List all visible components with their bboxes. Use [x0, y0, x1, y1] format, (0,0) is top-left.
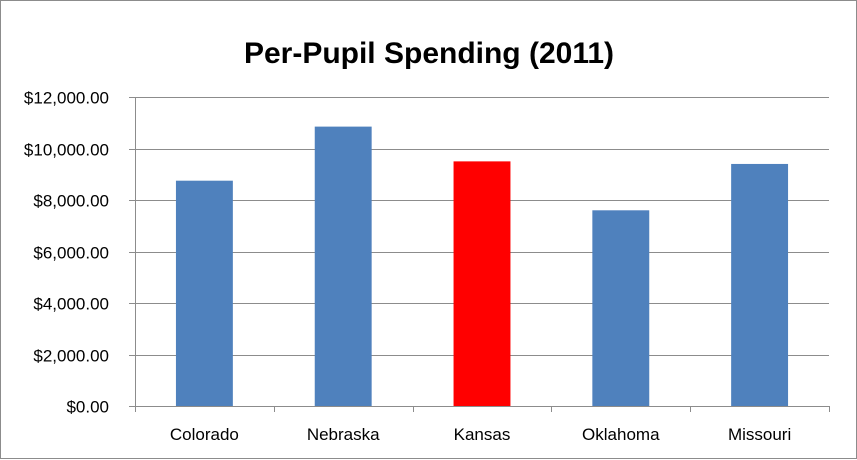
x-tick-labels: Colorado Nebraska Kansas Oklahoma Missouri	[170, 425, 791, 444]
y-tick-label: $0.00	[66, 398, 109, 417]
x-tick-label: Missouri	[728, 425, 791, 444]
bar-missouri	[731, 163, 789, 406]
y-tick-labels: $0.00 $2,000.00 $4,000.00 $6,000.00 $8,000.0…	[24, 89, 109, 417]
y-tick-label: $12,000.00	[24, 89, 109, 108]
x-tick-label: Colorado	[170, 425, 239, 444]
bar-oklahoma	[592, 210, 650, 406]
bar-colorado	[175, 180, 233, 406]
y-tick-label: $2,000.00	[33, 347, 109, 366]
chart-title: Per-Pupil Spending (2011)	[244, 37, 614, 70]
bars	[175, 126, 789, 407]
y-tick-label: $6,000.00	[33, 244, 109, 263]
x-tick-label: Nebraska	[307, 425, 380, 444]
bar-nebraska	[314, 126, 372, 407]
y-tick-label: $8,000.00	[33, 192, 109, 211]
y-tick-label: $4,000.00	[33, 295, 109, 314]
axes	[129, 97, 830, 412]
y-tick-label: $10,000.00	[24, 141, 109, 160]
bar-kansas	[453, 161, 511, 406]
x-tick-label: Kansas	[454, 425, 511, 444]
x-tick-label: Oklahoma	[582, 425, 660, 444]
